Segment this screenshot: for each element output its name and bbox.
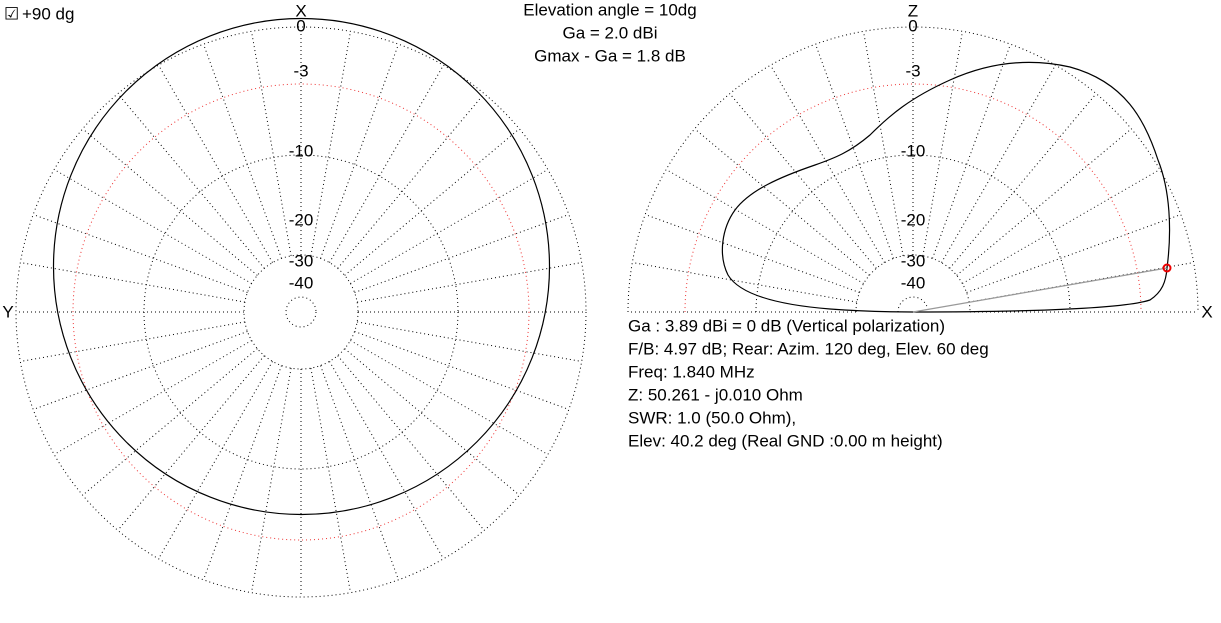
ring-label: -10 — [901, 141, 926, 160]
axis-label: X — [1201, 302, 1212, 321]
ring-labels: 0 -3 -10 -20 -30 -40 0 -3 -10 -20 -30 -40 — [289, 16, 926, 292]
ring-label: -20 — [289, 210, 314, 229]
info-line: Ga : 3.89 dBi = 0 dB (Vertical polarizat… — [628, 316, 945, 335]
axis-label: Y — [2, 302, 13, 321]
info-line: SWR: 1.0 (50.0 Ohm), — [628, 408, 796, 427]
header-line: Elevation angle = 10dg — [523, 0, 696, 19]
ring-label: -30 — [901, 251, 926, 270]
info-line: Freq: 1.840 MHz — [628, 362, 755, 381]
pattern-curve — [52, 17, 551, 516]
ring-label: -10 — [289, 141, 314, 160]
checkbox-label[interactable]: +90 dg — [22, 4, 74, 23]
info-line: Z: 50.261 - j0.010 Ohm — [628, 385, 803, 404]
checkbox[interactable]: ☑ — [4, 4, 19, 23]
ring-label: -40 — [289, 273, 314, 292]
header-line: Gmax - Ga = 1.8 dB — [534, 46, 686, 65]
grid-ring — [15, 26, 587, 598]
ring-label: -20 — [901, 210, 926, 229]
info-line: Elev: 40.2 deg (Real GND :0.00 m height) — [628, 431, 943, 450]
grid-ring — [72, 83, 530, 541]
header-line: Ga = 2.0 dBi — [563, 23, 658, 42]
max-marker — [1162, 263, 1172, 273]
ring-label: -3 — [905, 61, 920, 80]
ring-label: -30 — [289, 251, 314, 270]
ring-label: -3 — [293, 61, 308, 80]
axis-label: X — [295, 1, 306, 20]
grid — [15, 26, 1199, 598]
grid-ring — [285, 296, 317, 328]
axis-label: Z — [908, 1, 918, 20]
ring-label: 0 — [908, 16, 917, 35]
gain-pointer — [912, 267, 1168, 313]
info-line: F/B: 4.97 dB; Rear: Azim. 120 deg, Elev.… — [628, 339, 989, 358]
ring-label: 0 — [296, 16, 305, 35]
ring-label: -40 — [901, 273, 926, 292]
pattern-curve — [721, 61, 1171, 313]
